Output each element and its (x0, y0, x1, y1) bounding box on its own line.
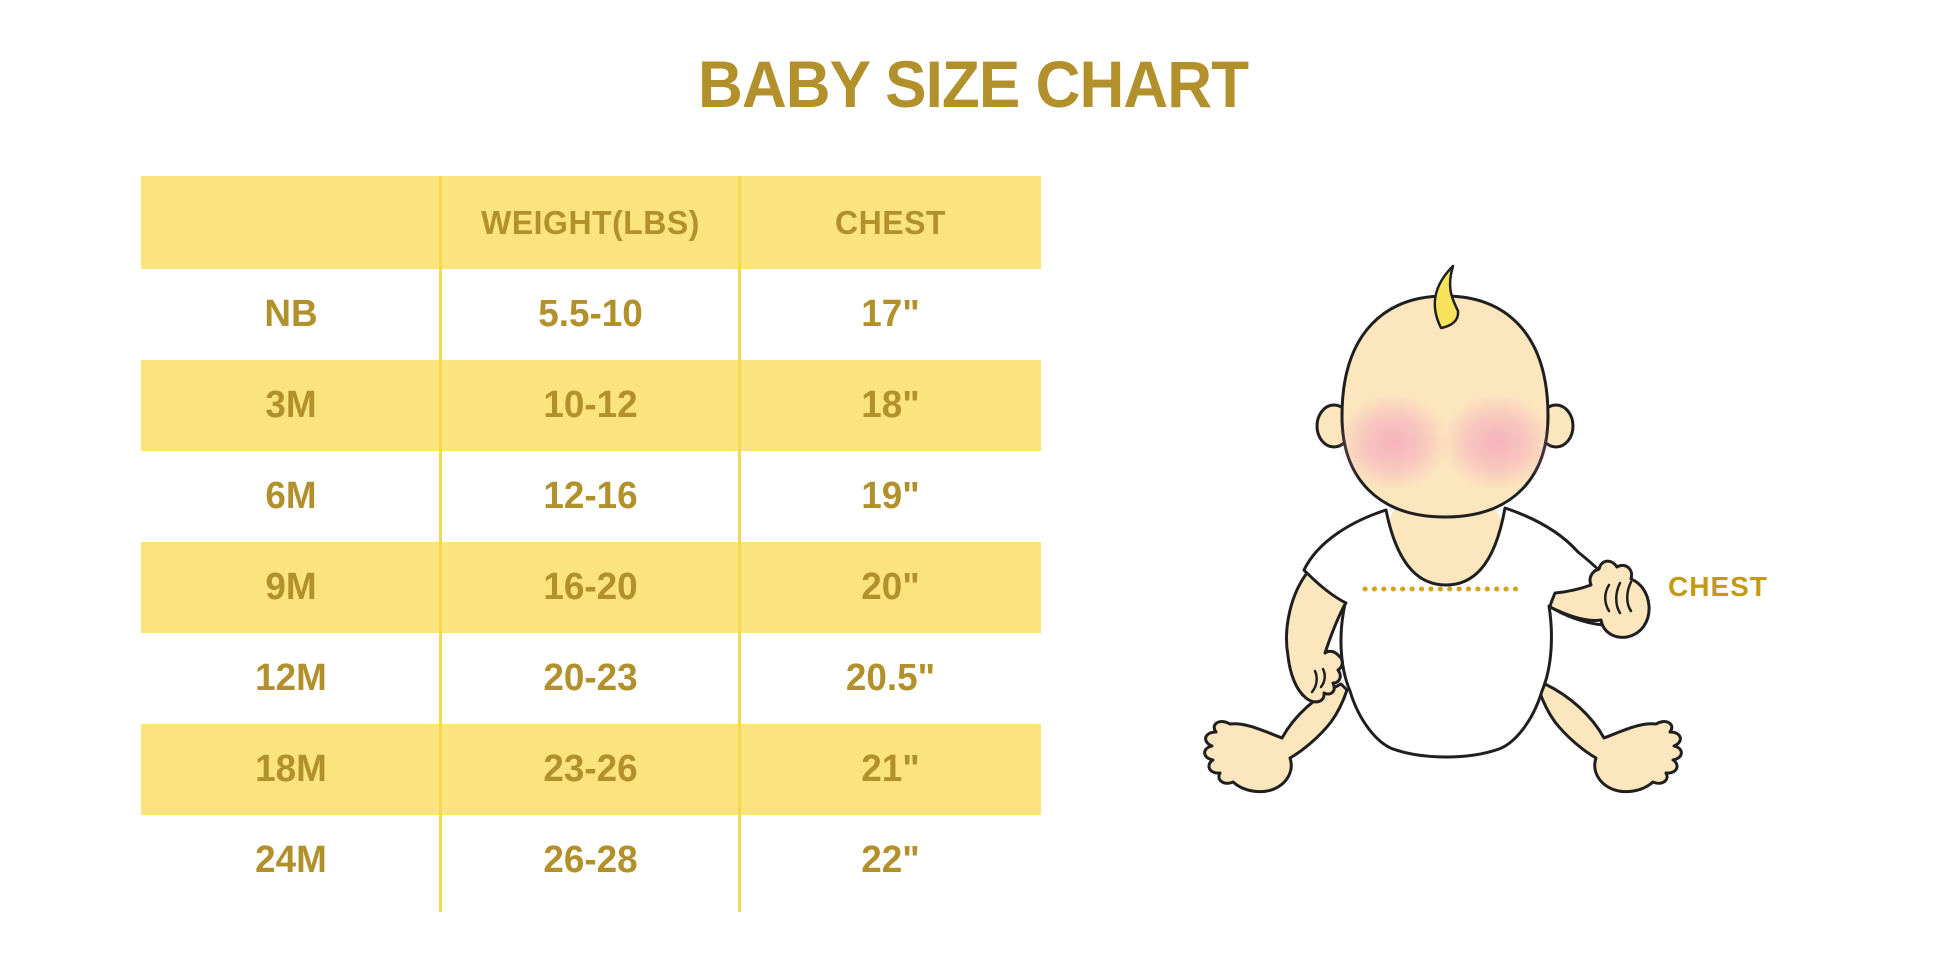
baby-right-arm (1548, 559, 1651, 639)
size-table: WEIGHT(LBS) CHEST NB 5.5-10 17" 3M 10-12 18" 6M 1… (141, 176, 1041, 906)
table-cell: 18M (255, 748, 327, 790)
baby-right-leg (1537, 682, 1683, 794)
table-cell: 19" (861, 475, 920, 517)
baby-hair-curl (1433, 264, 1460, 330)
column-header: CHEST (835, 203, 946, 241)
table-cell: 16-20 (543, 566, 638, 608)
baby-left-cheek-blush (1337, 394, 1449, 490)
table-cell: 26-28 (543, 839, 638, 881)
baby-left-hand-lines (1310, 667, 1326, 694)
table-cell: 20.5" (845, 657, 936, 699)
column-header (146, 176, 437, 269)
table-cell: 10-12 (543, 384, 638, 426)
table-row: 24M 26-28 22" (141, 815, 1041, 906)
table-cell: 12-16 (543, 475, 638, 517)
baby-left-arm (1285, 571, 1348, 704)
column-divider (738, 176, 741, 912)
baby-right-cheek-blush (1441, 394, 1553, 490)
table-cell: 21" (861, 748, 920, 790)
table-cell: 20-23 (543, 657, 638, 699)
table-cell: NB (264, 293, 318, 335)
table-cell: 17" (861, 293, 920, 335)
baby-figure (1200, 240, 1760, 860)
page-title: BABY SIZE CHART (697, 47, 1249, 121)
table-header-row: WEIGHT(LBS) CHEST (141, 176, 1041, 269)
table-cell: 20" (861, 566, 920, 608)
column-divider (439, 176, 442, 912)
table-cell: 18" (861, 384, 920, 426)
table-cell: 22" (861, 839, 920, 881)
table-row: NB 5.5-10 17" (141, 269, 1041, 360)
table-cell: 5.5-10 (538, 293, 643, 335)
table-cell: 23-26 (543, 748, 638, 790)
table-row: 12M 20-23 20.5" (141, 633, 1041, 724)
table-cell: 12M (255, 657, 327, 699)
table-cell: 24M (255, 839, 327, 881)
table-cell: 3M (265, 384, 317, 426)
table-cell: 6M (265, 475, 317, 517)
table-cell: 9M (265, 566, 317, 608)
table-row: 9M 16-20 20" (141, 542, 1041, 633)
baby-illustration (1203, 264, 1683, 794)
chest-label: CHEST (1668, 571, 1768, 602)
table-row: 6M 12-16 19" (141, 451, 1041, 542)
table-row: 3M 10-12 18" (141, 360, 1041, 451)
column-header: WEIGHT(LBS) (481, 203, 700, 241)
table-row: 18M 23-26 21" (141, 724, 1041, 815)
baby-fist-lines (1604, 580, 1633, 615)
baby-left-leg (1203, 682, 1349, 794)
